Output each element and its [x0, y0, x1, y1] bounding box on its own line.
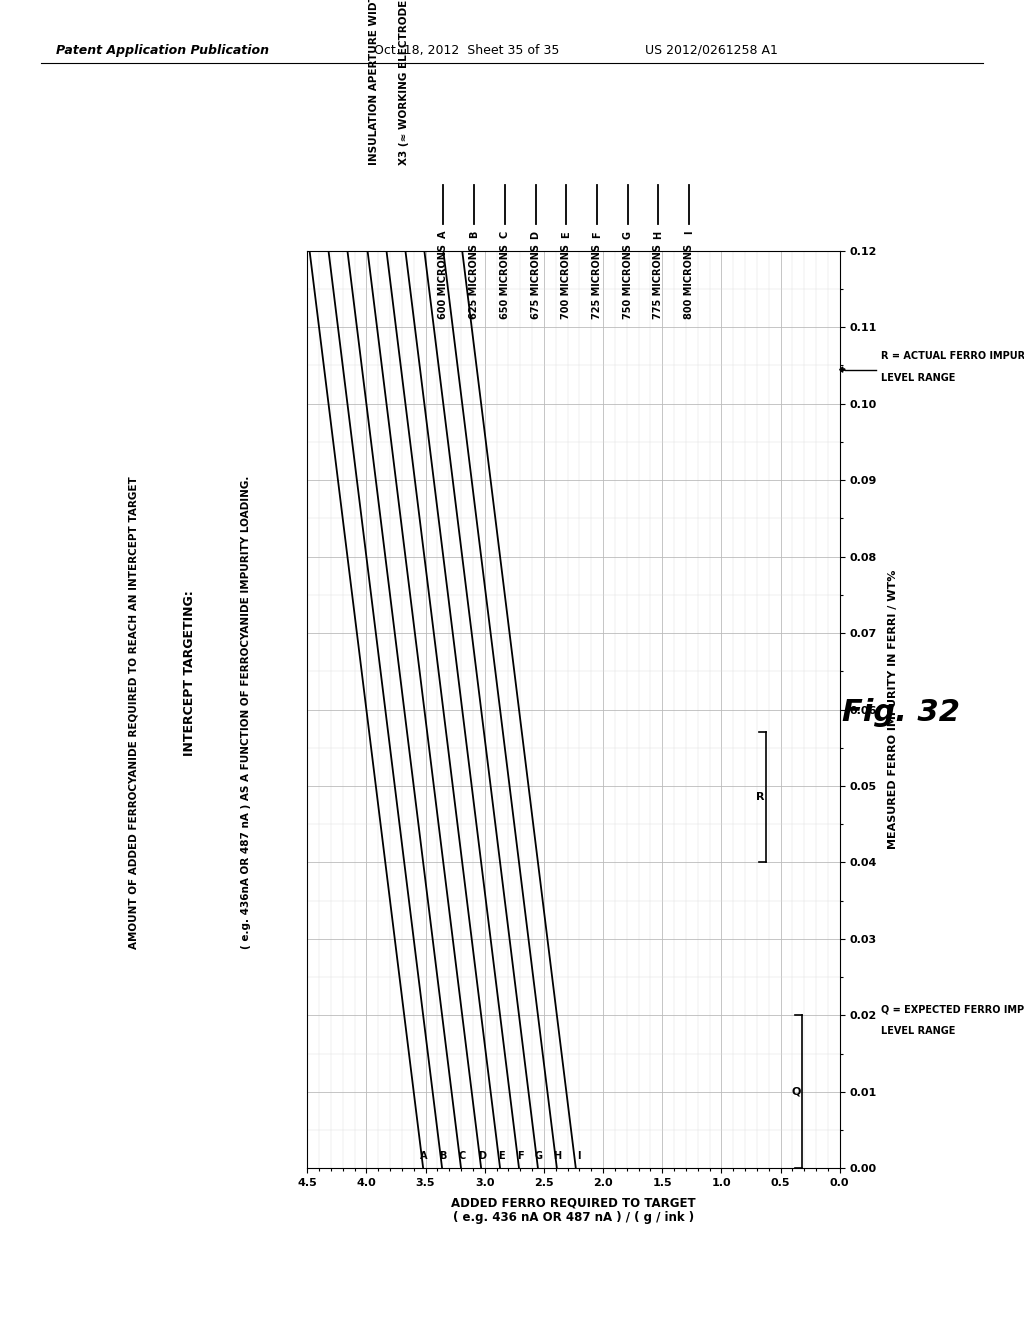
Text: 650 MICRONS: 650 MICRONS: [500, 244, 510, 319]
Text: R = ACTUAL FERRO IMPURITY: R = ACTUAL FERRO IMPURITY: [881, 351, 1024, 362]
Text: E: E: [561, 231, 571, 238]
Text: 800 MICRONS: 800 MICRONS: [684, 244, 694, 319]
Text: F: F: [517, 1151, 523, 1160]
Text: 750 MICRONS: 750 MICRONS: [623, 244, 633, 319]
Text: Q: Q: [792, 1086, 801, 1097]
Text: LEVEL RANGE: LEVEL RANGE: [881, 1026, 955, 1036]
Text: R: R: [756, 792, 764, 803]
Text: INTERCEPT TARGETING:: INTERCEPT TARGETING:: [183, 590, 196, 756]
Text: Patent Application Publication: Patent Application Publication: [56, 44, 269, 57]
Text: C: C: [459, 1151, 466, 1160]
Text: 600 MICRONS: 600 MICRONS: [438, 244, 449, 319]
Text: F: F: [592, 231, 602, 238]
X-axis label: ADDED FERRO REQUIRED TO TARGET
( e.g. 436 nA OR 487 nA ) / ( g / ink ): ADDED FERRO REQUIRED TO TARGET ( e.g. 43…: [452, 1196, 695, 1224]
Text: E: E: [499, 1151, 505, 1160]
Text: LEVEL RANGE: LEVEL RANGE: [881, 372, 955, 383]
Text: G: G: [623, 231, 633, 239]
Text: ( e.g. 436nA OR 487 nA ) AS A FUNCTION OF FERROCYANIDE IMPURITY LOADING.: ( e.g. 436nA OR 487 nA ) AS A FUNCTION O…: [241, 477, 251, 949]
Text: D: D: [478, 1151, 485, 1160]
Text: A: A: [421, 1151, 428, 1160]
Text: 675 MICRONS: 675 MICRONS: [530, 244, 541, 319]
Text: US 2012/0261258 A1: US 2012/0261258 A1: [645, 44, 778, 57]
Text: G: G: [535, 1151, 543, 1160]
Text: Q = EXPECTED FERRO IMPURITY: Q = EXPECTED FERRO IMPURITY: [881, 1005, 1024, 1015]
Text: I: I: [578, 1151, 581, 1160]
Text: INSULATION APERTURE WIDTH,: INSULATION APERTURE WIDTH,: [369, 0, 379, 165]
Y-axis label: MEASURED FERRO IMPURITY IN FERRI / WT%: MEASURED FERRO IMPURITY IN FERRI / WT%: [888, 570, 898, 849]
Text: H: H: [653, 231, 664, 239]
Text: A: A: [438, 231, 449, 239]
Text: 725 MICRONS: 725 MICRONS: [592, 244, 602, 319]
Text: Fig. 32: Fig. 32: [842, 698, 961, 727]
Text: H: H: [554, 1151, 561, 1160]
Text: B: B: [439, 1151, 446, 1160]
Text: D: D: [530, 231, 541, 239]
Text: C: C: [500, 231, 510, 238]
Text: 625 MICRONS: 625 MICRONS: [469, 244, 479, 319]
Text: Oct. 18, 2012  Sheet 35 of 35: Oct. 18, 2012 Sheet 35 of 35: [374, 44, 559, 57]
Text: B: B: [469, 231, 479, 239]
Text: I: I: [684, 231, 694, 235]
Text: 700 MICRONS: 700 MICRONS: [561, 244, 571, 319]
Text: X3 (≈ WORKING ELECTRODE WIDTH): X3 (≈ WORKING ELECTRODE WIDTH): [399, 0, 410, 165]
Text: 775 MICRONS: 775 MICRONS: [653, 244, 664, 319]
Text: AMOUNT OF ADDED FERROCYANIDE REQUIRED TO REACH AN INTERCEPT TARGET: AMOUNT OF ADDED FERROCYANIDE REQUIRED TO…: [128, 477, 138, 949]
